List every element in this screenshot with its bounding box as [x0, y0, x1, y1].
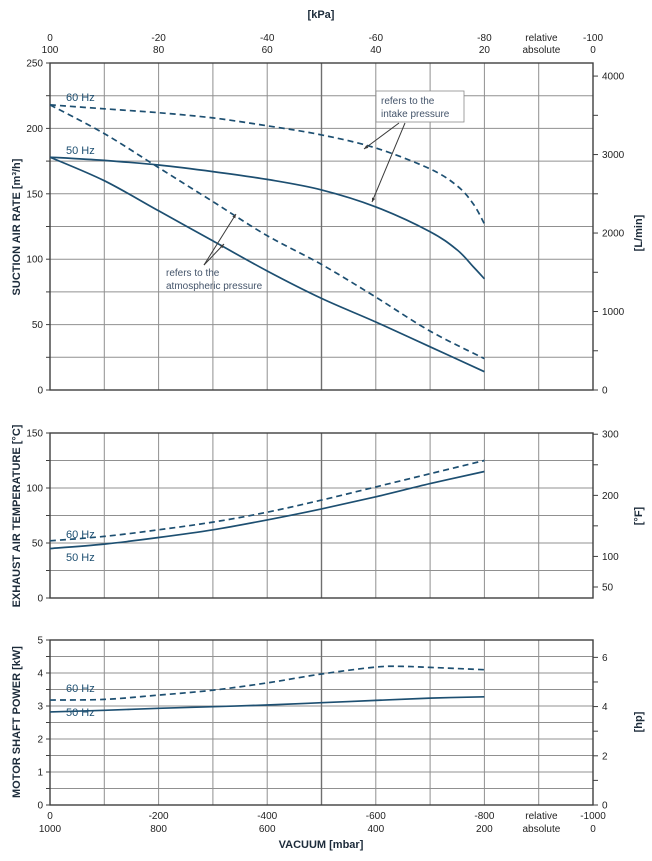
- annotation-arrowhead: [372, 197, 376, 202]
- y-tick-label: 0: [37, 386, 43, 397]
- bottom-axis: 0 1000 -200 800 -400 600 -600 400 -800 200 -1000 0 r…: [39, 811, 606, 835]
- y-tick-label: 50: [32, 539, 44, 550]
- bottom-axis-relative-label: 0: [47, 811, 53, 822]
- curve-60-hz-refers-to-the-atmospheric-pressure: [49, 104, 485, 360]
- right-tick-label: 200: [602, 491, 619, 502]
- annotation-arrow: [203, 213, 237, 266]
- annotation-arrowhead: [364, 145, 369, 149]
- y-tick-label: 50: [32, 320, 44, 331]
- right-tick-label: 100: [602, 552, 619, 563]
- annotation-text: refers to the: [166, 268, 220, 279]
- right-tick-label: 50: [602, 583, 614, 594]
- y-tick-label: 150: [26, 189, 43, 200]
- bottom-axis-relative-label: -400: [257, 811, 277, 822]
- y-tick-label: 5: [37, 636, 43, 647]
- curve-60-hz: [49, 459, 485, 542]
- top-axis-title-kpa: [kPa]: [307, 9, 335, 21]
- bottom-axis-relative-label: -200: [149, 811, 169, 822]
- curve-50-hz: [49, 470, 485, 550]
- x-axis-title-vacuum: VACUUM [mbar]: [278, 839, 364, 851]
- y-tick-label: 0: [37, 594, 43, 605]
- y-tick-label: 250: [26, 59, 43, 70]
- top-axis-kpa-label: 0: [47, 33, 53, 44]
- top-axis-absolute-label: 20: [479, 45, 491, 56]
- annotation-box: [375, 90, 465, 123]
- right-tick-label: 2: [602, 751, 608, 762]
- chart-panel-1: 0 50 100 150 300 200 100 50 60 Hz 50 Hz: [26, 429, 619, 605]
- top-axis-absolute-label: 100: [42, 45, 59, 56]
- right-tick-label: 2000: [602, 229, 625, 240]
- top-axis-absolute-label: 40: [370, 45, 382, 56]
- curve-60-hz: [49, 665, 485, 701]
- annotation-text: refers to the: [381, 96, 435, 107]
- annotation-text: intake pressure: [381, 109, 450, 120]
- right-tick-label: 1000: [602, 307, 625, 318]
- bottom-axis-absolute-label: 1000: [39, 824, 62, 835]
- annotation-arrow: [363, 122, 400, 150]
- right-tick-label: 4: [602, 702, 608, 713]
- top-axis-absolute-label: 60: [262, 45, 274, 56]
- y-tick-label: 100: [26, 255, 43, 266]
- bottom-axis-absolute-word: absolute: [523, 824, 561, 835]
- curve-frequency-label: 60 Hz: [66, 92, 95, 104]
- curve-60-hz-refers-to-the-intake-pressure: [49, 104, 486, 225]
- curve-50-hz: [49, 695, 485, 713]
- top-axis-kpa-label: -20: [151, 33, 166, 44]
- top-axis-kpa-label: -40: [260, 33, 275, 44]
- right-tick-label: 0: [602, 386, 608, 397]
- y-tick-label: 1: [37, 768, 43, 779]
- curve-50-hz-refers-to-the-intake-pressure: [49, 156, 486, 280]
- top-axis-absolute-label: 0: [590, 45, 596, 56]
- right-tick-label: 6: [602, 653, 608, 664]
- bottom-axis-absolute-label: 200: [476, 824, 493, 835]
- curve-frequency-label: 50 Hz: [66, 707, 95, 719]
- y-tick-label: 150: [26, 429, 43, 440]
- top-axis-kpa-label: -60: [369, 33, 384, 44]
- right-tick-label: 0: [602, 801, 608, 812]
- chart-panel-2: 0 1 2 3 4 5 6 4 2 0 60 Hz 50 Hz: [37, 636, 608, 812]
- annotation-text: atmospheric pressure: [166, 281, 263, 292]
- curve-frequency-label: 60 Hz: [66, 529, 95, 541]
- curve-frequency-label: 50 Hz: [66, 552, 95, 564]
- top-axis: 0100-2080-4060-6040-8020-1000relativeabs…: [42, 33, 604, 56]
- annotation-arrowhead: [219, 244, 224, 249]
- top-axis-absolute-word: absolute: [523, 45, 561, 56]
- y-tick-label: 4: [37, 669, 43, 680]
- curve-50-hz-refers-to-the-atmospheric-pressure: [49, 156, 485, 373]
- top-axis-kpa-label: -100: [583, 33, 603, 44]
- right-tick-label: 4000: [602, 72, 625, 83]
- curve-frequency-label: 50 Hz: [66, 145, 95, 157]
- y-tick-label: 3: [37, 702, 43, 713]
- chart-panel-0: 0 50 100 150 200 250 4000 3000 2000 1000 0 60 Hz 50 …: [26, 59, 624, 397]
- y-tick-label: 200: [26, 124, 43, 135]
- y-tick-label: 0: [37, 801, 43, 812]
- bottom-axis-absolute-label: 0: [590, 824, 596, 835]
- bottom-axis-absolute-label: 400: [367, 824, 384, 835]
- top-axis-absolute-label: 80: [153, 45, 165, 56]
- annotation-arrow: [203, 243, 225, 266]
- top-axis-relative-word: relative: [525, 33, 558, 44]
- annotation-arrow: [371, 122, 406, 203]
- y-tick-label: 2: [37, 735, 43, 746]
- annotation-arrowhead: [232, 214, 236, 219]
- curve-frequency-label: 60 Hz: [66, 683, 95, 695]
- bottom-axis-relative-label: -800: [474, 811, 494, 822]
- bottom-axis-relative-word: relative: [525, 811, 558, 822]
- right-tick-label: 300: [602, 430, 619, 441]
- bottom-axis-absolute-label: 800: [150, 824, 167, 835]
- bottom-axis-relative-label: -1000: [580, 811, 606, 822]
- right-tick-label: 3000: [602, 150, 625, 161]
- y-tick-label: 100: [26, 484, 43, 495]
- bottom-axis-relative-label: -600: [366, 811, 386, 822]
- bottom-axis-absolute-label: 600: [259, 824, 276, 835]
- top-axis-kpa-label: -80: [477, 33, 492, 44]
